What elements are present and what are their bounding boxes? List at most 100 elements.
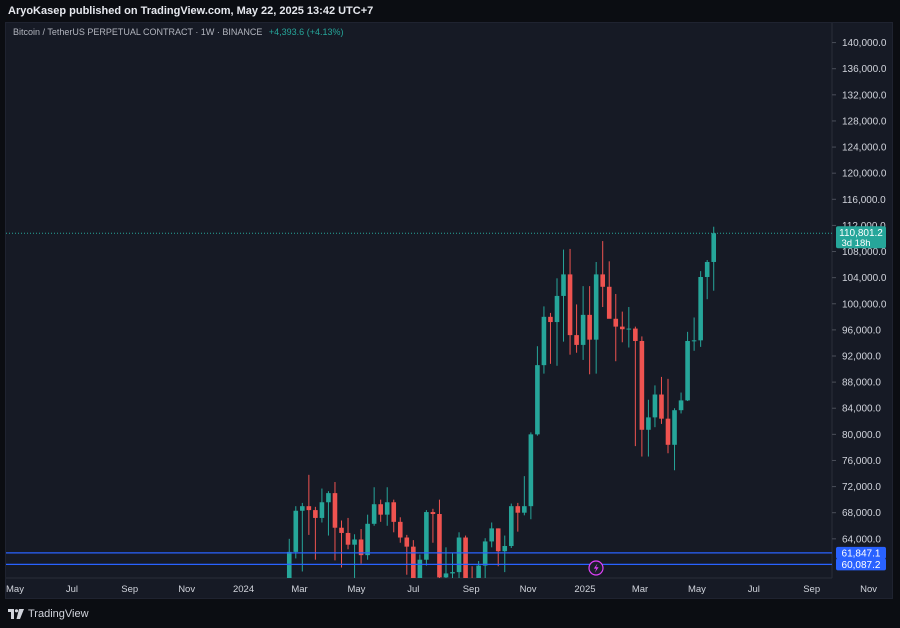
candle[interactable]: [704, 260, 710, 300]
candle[interactable]: [286, 538, 292, 627]
level-price-tag[interactable]: [836, 558, 886, 571]
candle-body: [404, 537, 410, 547]
candle[interactable]: [384, 487, 390, 526]
candle[interactable]: [424, 510, 429, 566]
candle-body: [704, 261, 710, 277]
candle[interactable]: [619, 311, 625, 343]
candle[interactable]: [567, 248, 573, 355]
candle[interactable]: [430, 508, 436, 543]
candle[interactable]: [293, 506, 299, 559]
candle[interactable]: [502, 535, 508, 573]
chart-panel[interactable]: [5, 22, 893, 599]
candle[interactable]: [352, 534, 357, 588]
candle[interactable]: [659, 376, 664, 424]
candle[interactable]: [600, 241, 605, 308]
candle[interactable]: [541, 306, 547, 374]
candle[interactable]: [404, 534, 410, 575]
candle[interactable]: [528, 432, 534, 520]
candle-body: [326, 493, 331, 503]
candle-body: [430, 512, 436, 515]
x-tick-label: May: [347, 584, 365, 595]
candle-body: [659, 394, 664, 419]
candle[interactable]: [456, 532, 462, 579]
candle[interactable]: [678, 392, 684, 414]
candle[interactable]: [300, 502, 305, 572]
x-tick-label: Jul: [407, 584, 419, 595]
candle[interactable]: [508, 503, 514, 548]
candle[interactable]: [561, 249, 566, 342]
candle-body: [443, 573, 449, 578]
candle[interactable]: [306, 474, 312, 535]
candle[interactable]: [365, 514, 370, 560]
candle[interactable]: [646, 399, 651, 457]
candle[interactable]: [606, 261, 612, 319]
candle[interactable]: [411, 540, 416, 602]
candle[interactable]: [554, 278, 560, 366]
candle-body: [580, 314, 586, 345]
candle-body: [652, 394, 658, 418]
candle[interactable]: [345, 517, 351, 550]
candle[interactable]: [633, 326, 638, 447]
candle[interactable]: [613, 293, 619, 362]
candle[interactable]: [443, 547, 449, 628]
candle[interactable]: [319, 488, 325, 523]
y-tick-label: 128,000.0: [842, 116, 887, 127]
tradingview-footer[interactable]: TradingView: [8, 606, 89, 622]
candle-body: [561, 274, 566, 296]
candle[interactable]: [665, 378, 671, 454]
candle[interactable]: [691, 317, 697, 351]
candle-body: [698, 276, 703, 341]
candle[interactable]: [580, 286, 586, 360]
candle[interactable]: [339, 520, 344, 568]
y-tick-label: 116,000.0: [842, 195, 886, 206]
candle[interactable]: [574, 304, 579, 353]
candle[interactable]: [711, 226, 717, 291]
lightning-icon[interactable]: [588, 560, 604, 576]
candle-body: [482, 541, 488, 566]
candle[interactable]: [489, 522, 494, 548]
candle[interactable]: [522, 476, 527, 516]
candle[interactable]: [515, 502, 521, 532]
candle[interactable]: [391, 499, 397, 533]
candle[interactable]: [326, 491, 331, 536]
candle[interactable]: [587, 286, 592, 375]
candle[interactable]: [535, 346, 540, 436]
candle[interactable]: [593, 261, 599, 374]
symbol-info[interactable]: Bitcoin / TetherUS PERPETUAL CONTRACT · …: [13, 27, 343, 37]
candle[interactable]: [417, 554, 423, 593]
candle-body: [600, 274, 605, 287]
candle-body: [574, 335, 579, 345]
candle[interactable]: [685, 331, 690, 402]
candle[interactable]: [332, 482, 338, 561]
candle[interactable]: [358, 529, 364, 564]
candle[interactable]: [371, 487, 377, 526]
level-price-tag[interactable]: [836, 546, 886, 559]
candle[interactable]: [652, 385, 658, 428]
candle[interactable]: [313, 506, 318, 560]
candle-body: [646, 417, 651, 430]
publisher-line: AryoKasep published on TradingView.com, …: [8, 5, 374, 17]
last-price-tag[interactable]: [836, 226, 886, 249]
candle-body: [378, 504, 383, 515]
candle[interactable]: [672, 408, 677, 471]
candle-body: [319, 502, 325, 518]
candle[interactable]: [450, 553, 455, 590]
candle-body: [437, 514, 442, 578]
candle[interactable]: [397, 517, 403, 543]
candle[interactable]: [482, 538, 488, 581]
candle[interactable]: [378, 499, 383, 522]
candle-body: [613, 318, 619, 327]
candle[interactable]: [437, 499, 442, 584]
candle[interactable]: [698, 271, 703, 347]
candle[interactable]: [548, 312, 553, 364]
candle-body: [626, 328, 632, 330]
candle[interactable]: [463, 535, 468, 584]
candle[interactable]: [639, 336, 645, 457]
level-price-text: 61,847.1: [842, 548, 881, 559]
candle[interactable]: [626, 307, 632, 348]
candle[interactable]: [470, 566, 475, 614]
x-tick-label: May: [6, 584, 24, 595]
candle[interactable]: [476, 561, 481, 600]
candle[interactable]: [495, 528, 501, 567]
